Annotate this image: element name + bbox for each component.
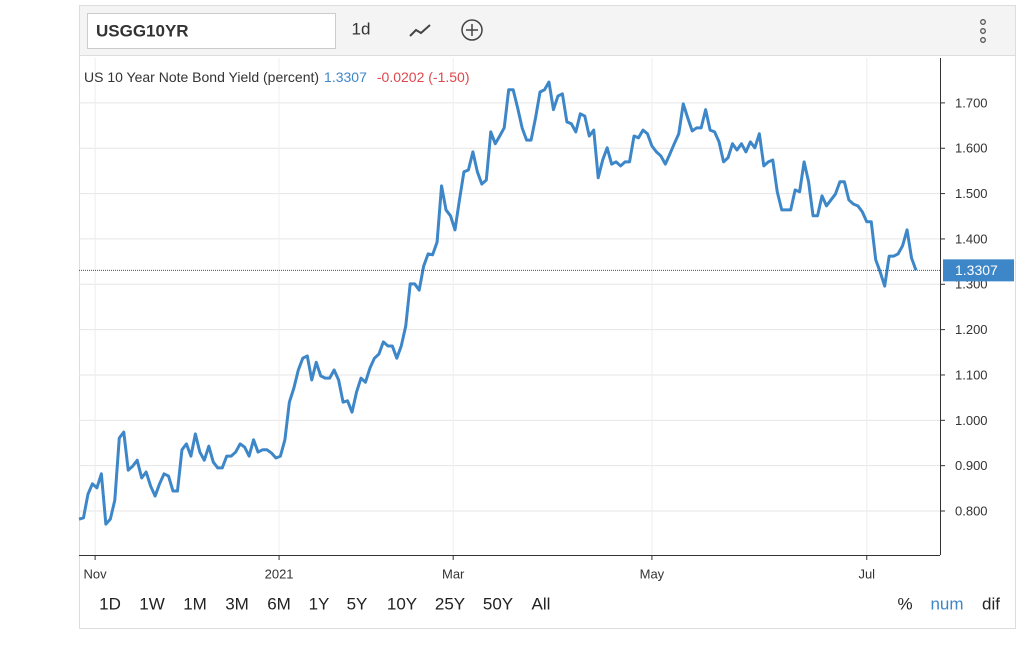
range-button[interactable]: 1D (99, 594, 121, 613)
unit-button[interactable]: num (930, 594, 963, 613)
range-button[interactable]: 25Y (435, 594, 465, 613)
y-tick-label: 1.700 (955, 95, 988, 110)
y-tick-label: 1.100 (955, 367, 988, 382)
range-button[interactable]: 3M (225, 594, 249, 613)
y-tick-label: 1.400 (955, 231, 988, 246)
menu-dot (980, 28, 986, 34)
y-tick-label: 1.200 (955, 322, 988, 337)
add-button[interactable] (461, 19, 483, 41)
y-tick-label: 1.600 (955, 141, 988, 156)
series-name: US 10 Year Note Bond Yield (percent) (84, 69, 319, 85)
change: -0.0202 (-1.50) (377, 69, 470, 85)
widget-border (79, 5, 1016, 629)
y-tick-label: 1.500 (955, 186, 988, 201)
interval-button[interactable]: 1d (352, 19, 371, 38)
bottom-bar: 1D 1W 1M 3M 6M 1Y 5Y 10Y 25Y 50Y All% num dif (99, 594, 1000, 613)
plot: 0.8000.9001.0001.1001.2001.3001.4001.500… (78, 58, 1014, 581)
range-button[interactable]: 1Y (309, 594, 330, 613)
add-circle (461, 19, 483, 41)
unit-button[interactable]: % (897, 594, 912, 613)
menu-dot (980, 37, 986, 43)
x-tick-label: 2021 (265, 566, 294, 581)
last-value-label: 1.3307 (955, 262, 998, 278)
x-tick-label: May (640, 566, 665, 581)
x-tick-label: Jul (858, 566, 875, 581)
range-button[interactable]: All (532, 594, 551, 613)
header: US 10 Year Note Bond Yield (percent) 1.33… (84, 69, 469, 85)
menu-dot (980, 19, 986, 25)
last-value-box (943, 259, 1014, 282)
chart-type-icon[interactable] (409, 24, 431, 37)
last-value: 1.3307 (324, 69, 367, 85)
range-button[interactable]: 5Y (347, 594, 368, 613)
menu-button[interactable] (980, 19, 986, 43)
range-button[interactable]: 10Y (387, 594, 417, 613)
x-tick-label: Mar (442, 566, 465, 581)
yield-line (78, 80, 918, 526)
y-tick-label: 1.000 (955, 413, 988, 428)
add-plus (466, 24, 478, 36)
range-button[interactable]: 6M (267, 594, 291, 613)
range-button[interactable]: 50Y (483, 594, 513, 613)
range-button[interactable]: 1M (183, 594, 207, 613)
symbol-text: USGG10YR (96, 21, 189, 40)
unit-button[interactable]: dif (982, 594, 1000, 613)
symbol-input[interactable] (87, 13, 336, 49)
x-tick-label: Nov (84, 566, 108, 581)
y-tick-label: 0.900 (955, 458, 988, 473)
y-tick-label: 0.800 (955, 503, 988, 518)
range-button[interactable]: 1W (139, 594, 165, 613)
